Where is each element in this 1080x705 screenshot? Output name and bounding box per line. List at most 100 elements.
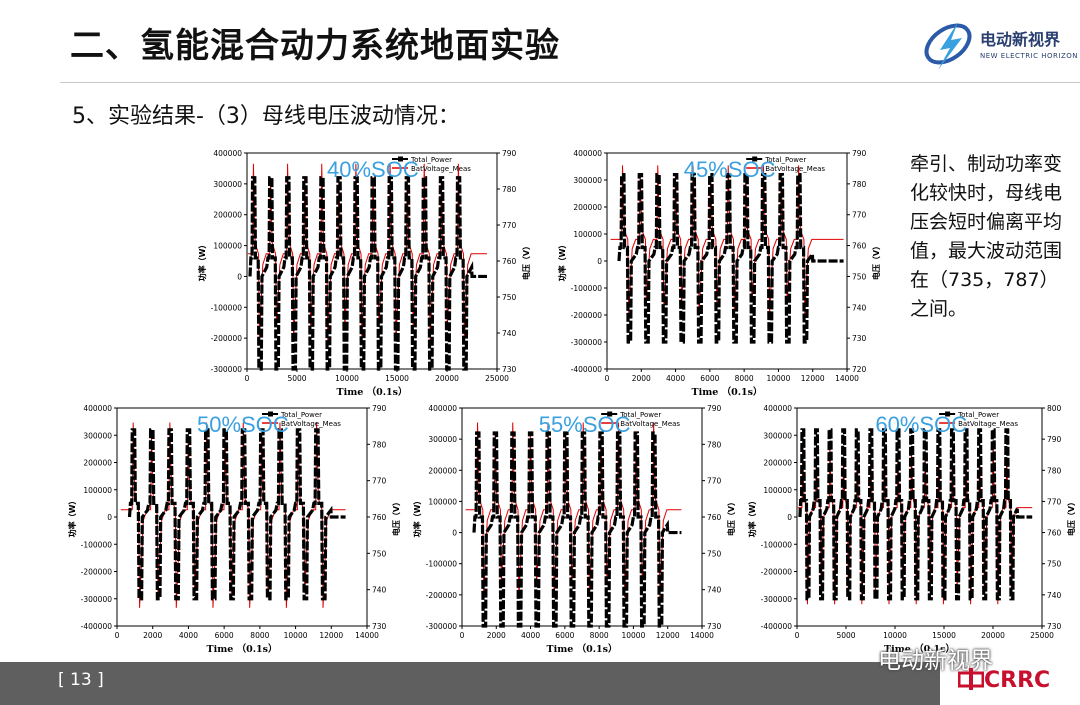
y-tick-label: -200000 bbox=[81, 568, 113, 577]
x-tick-label: 20000 bbox=[981, 631, 1005, 640]
x-tick-label: 6000 bbox=[215, 631, 234, 640]
y-tick-label: 0 bbox=[597, 257, 602, 266]
legend-power-marker bbox=[398, 156, 403, 162]
y2-tick-label: 780 bbox=[502, 185, 517, 194]
y-tick-label: 200000 bbox=[83, 459, 112, 468]
y-tick-label: 200000 bbox=[213, 211, 242, 220]
footer-logo-area bbox=[940, 662, 1080, 705]
y-tick-label: 400000 bbox=[83, 404, 112, 413]
power-series-line bbox=[472, 431, 682, 628]
logo-swoosh-icon bbox=[924, 22, 972, 70]
crrc-mark-icon bbox=[957, 668, 985, 690]
x-tick-label: 12000 bbox=[319, 631, 343, 640]
y-axis-label: 功率（W） bbox=[67, 497, 77, 538]
legend-voltage-label: BatVoltage_Meas bbox=[620, 420, 680, 428]
y-tick-label: 300000 bbox=[573, 176, 602, 185]
legend-power-label: Total_Power bbox=[957, 411, 999, 419]
power-series-line bbox=[248, 176, 487, 371]
x-tick-label: 0 bbox=[605, 374, 610, 383]
y-tick-label: 400000 bbox=[213, 149, 242, 158]
y-tick-label: -300000 bbox=[761, 595, 793, 604]
x-axis-label: Time （0.1s） bbox=[884, 643, 955, 655]
x-tick-label: 2000 bbox=[487, 631, 506, 640]
x-tick-label: 20000 bbox=[435, 374, 459, 383]
y-tick-label: 100000 bbox=[573, 230, 602, 239]
x-tick-label: 12000 bbox=[801, 374, 825, 383]
x-tick-label: 8000 bbox=[250, 631, 269, 640]
x-tick-label: 2000 bbox=[632, 374, 651, 383]
power-series-line bbox=[127, 428, 346, 601]
x-axis-label: Time （0.1s） bbox=[692, 386, 763, 398]
y-tick-label: -200000 bbox=[761, 568, 793, 577]
chart-soc-50: -400000-300000-200000-100000010000020000… bbox=[67, 404, 401, 655]
legend-voltage-label: BatVoltage_Meas bbox=[958, 420, 1018, 428]
footer-bar bbox=[0, 662, 1080, 705]
y2-tick-label: 760 bbox=[502, 257, 517, 266]
y-tick-label: -400000 bbox=[81, 622, 113, 631]
legend-power-label: Total_Power bbox=[280, 411, 322, 419]
page-title: 二、氢能混合动力系统地面实验 bbox=[70, 26, 560, 66]
y2-tick-label: 780 bbox=[707, 440, 722, 449]
y-tick-label: 0 bbox=[452, 529, 457, 538]
y-tick-label: 200000 bbox=[428, 466, 457, 475]
y2-axis-label: 电压（V） bbox=[391, 498, 401, 536]
y-tick-label: -400000 bbox=[571, 365, 603, 374]
brand-logo: 电动新视界 NEW ELECTRIC HORIZON bbox=[918, 14, 1078, 74]
y2-axis-label: 电压（V） bbox=[1066, 498, 1076, 536]
x-tick-label: 4000 bbox=[666, 374, 685, 383]
y-tick-label: 0 bbox=[237, 272, 242, 281]
y2-tick-label: 780 bbox=[852, 180, 867, 189]
x-tick-label: 4000 bbox=[521, 631, 540, 640]
y2-tick-label: 730 bbox=[372, 622, 387, 631]
x-tick-label: 0 bbox=[795, 631, 800, 640]
soc-label: 50%SOC bbox=[197, 412, 289, 437]
header-divider bbox=[60, 82, 1080, 83]
y2-tick-label: 770 bbox=[707, 477, 722, 486]
x-tick-label: 2000 bbox=[143, 631, 162, 640]
y-tick-label: 200000 bbox=[763, 459, 792, 468]
y2-tick-label: 740 bbox=[1047, 591, 1062, 600]
y2-tick-label: 760 bbox=[707, 513, 722, 522]
legend-power-label: Total_Power bbox=[619, 411, 661, 419]
y2-tick-label: 790 bbox=[707, 404, 722, 413]
y-tick-label: 300000 bbox=[763, 431, 792, 440]
y-tick-label: -200000 bbox=[211, 334, 243, 343]
y2-tick-label: 750 bbox=[502, 293, 517, 302]
y-tick-label: 100000 bbox=[83, 486, 112, 495]
x-tick-label: 6000 bbox=[555, 631, 574, 640]
y2-tick-label: 730 bbox=[852, 334, 867, 343]
y-tick-label: 100000 bbox=[428, 497, 457, 506]
soc-label: 40%SOC bbox=[327, 157, 419, 182]
y2-axis-label: 电压（V） bbox=[521, 242, 531, 280]
y2-tick-label: 740 bbox=[372, 586, 387, 595]
y-tick-label: 400000 bbox=[428, 404, 457, 413]
soc-label: 60%SOC bbox=[875, 412, 967, 437]
y2-tick-label: 750 bbox=[372, 549, 387, 558]
x-tick-label: 10000 bbox=[284, 631, 308, 640]
y-tick-label: 200000 bbox=[573, 203, 602, 212]
x-tick-label: 6000 bbox=[700, 374, 719, 383]
y-tick-label: -100000 bbox=[426, 560, 458, 569]
y-tick-label: 400000 bbox=[573, 149, 602, 158]
y-axis-label: 功率（W） bbox=[747, 497, 757, 538]
y-tick-label: -100000 bbox=[211, 303, 243, 312]
y-axis-label: 功率（W） bbox=[412, 497, 422, 538]
y2-tick-label: 740 bbox=[852, 303, 867, 312]
y2-tick-label: 790 bbox=[1047, 435, 1062, 444]
y-tick-label: 300000 bbox=[213, 180, 242, 189]
x-tick-label: 0 bbox=[115, 631, 120, 640]
legend-voltage-label: BatVoltage_Meas bbox=[411, 165, 471, 173]
x-tick-label: 0 bbox=[460, 631, 465, 640]
legend-power-marker bbox=[945, 411, 951, 417]
y2-tick-label: 740 bbox=[502, 329, 517, 338]
y-axis-label: 功率（W） bbox=[197, 241, 207, 282]
legend-power-label: Total_Power bbox=[764, 156, 806, 164]
y-tick-label: -200000 bbox=[571, 311, 603, 320]
y-tick-label: -300000 bbox=[81, 595, 113, 604]
y-tick-label: -300000 bbox=[571, 338, 603, 347]
y-tick-label: 300000 bbox=[428, 435, 457, 444]
chart-soc-60: -400000-300000-200000-100000010000020000… bbox=[747, 404, 1076, 655]
y-tick-label: 100000 bbox=[763, 486, 792, 495]
y2-tick-label: 790 bbox=[852, 149, 867, 158]
watermark-text: 电动新视界 bbox=[878, 648, 993, 674]
